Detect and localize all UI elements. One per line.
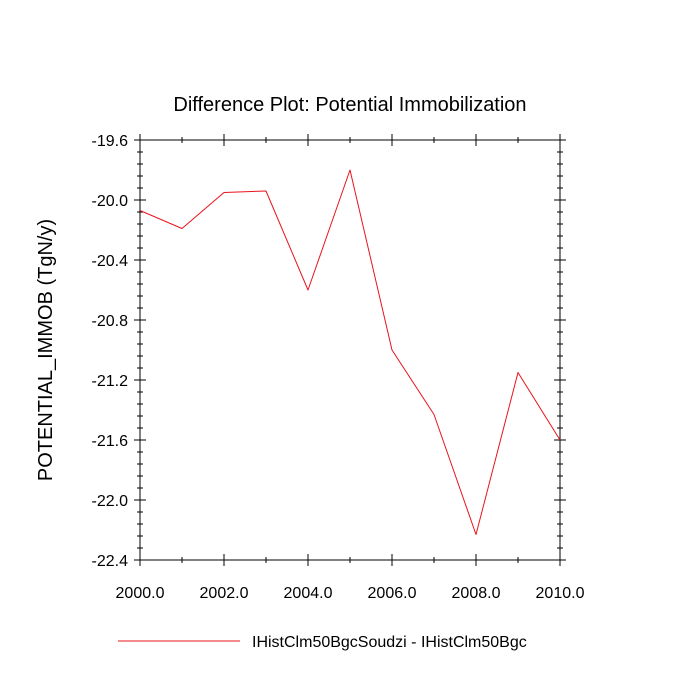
y-tick-label: -20.8 (92, 313, 129, 330)
chart-title: Difference Plot: Potential Immobilizatio… (173, 94, 526, 116)
legend: IHistClm50BgcSoudzi - IHistClm50Bgc (118, 634, 527, 651)
plot-area: -19.6 -20.0 -20.4 -20.8 -21.2 -21.6 -22.0 -22.4… (92, 133, 585, 602)
x-tick-label: 2008.0 (452, 585, 501, 602)
y-tick-label: -20.4 (92, 253, 129, 270)
y-tick-label: -22.0 (92, 493, 129, 510)
legend-label: IHistClm50BgcSoudzi - IHistClm50Bgc (252, 634, 527, 651)
series-line (139, 169, 561, 535)
y-axis-label: POTENTIAL_IMMOB (TgN/y) (35, 219, 57, 481)
x-tick-label: 2006.0 (368, 585, 417, 602)
plot-frame (139, 139, 561, 561)
x-tick-label: 2000.0 (116, 585, 165, 602)
y-tick-label: -19.6 (92, 133, 129, 150)
y-tick-label: -20.0 (92, 193, 129, 210)
y-tick-label: -22.4 (92, 553, 129, 570)
x-tick-label: 2004.0 (284, 585, 333, 602)
y-tick-label: -21.6 (92, 433, 129, 450)
x-tick-label: 2010.0 (536, 585, 585, 602)
x-tick-label: 2002.0 (200, 585, 249, 602)
y-tick-label: -21.2 (92, 373, 129, 390)
